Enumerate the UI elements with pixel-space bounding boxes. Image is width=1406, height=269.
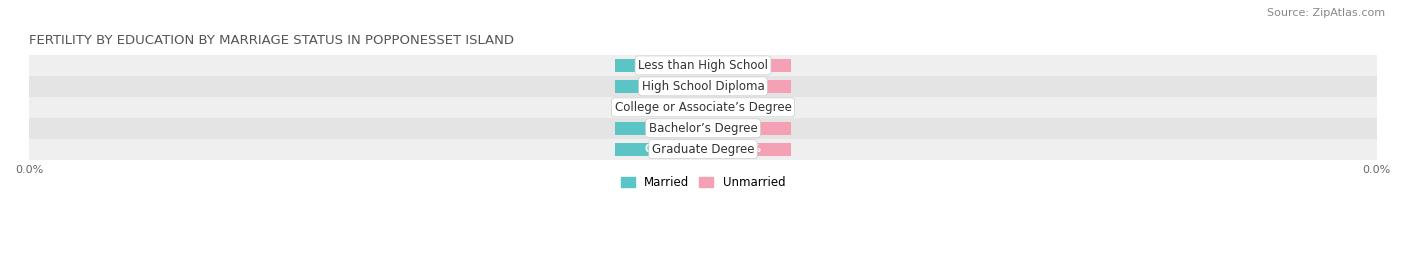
Text: Source: ZipAtlas.com: Source: ZipAtlas.com: [1267, 8, 1385, 18]
Bar: [616, 80, 703, 93]
Bar: [30, 76, 1376, 97]
Text: 0.0%: 0.0%: [733, 144, 761, 154]
Text: FERTILITY BY EDUCATION BY MARRIAGE STATUS IN POPPONESSET ISLAND: FERTILITY BY EDUCATION BY MARRIAGE STATU…: [30, 34, 515, 47]
Bar: [616, 101, 703, 114]
Text: Bachelor’s Degree: Bachelor’s Degree: [648, 122, 758, 135]
Bar: [616, 143, 703, 156]
Text: 0.0%: 0.0%: [645, 61, 673, 70]
Bar: [703, 80, 790, 93]
Text: College or Associate’s Degree: College or Associate’s Degree: [614, 101, 792, 114]
Text: Less than High School: Less than High School: [638, 59, 768, 72]
Bar: [703, 122, 790, 135]
Text: High School Diploma: High School Diploma: [641, 80, 765, 93]
Bar: [30, 118, 1376, 139]
Text: Graduate Degree: Graduate Degree: [652, 143, 754, 156]
Bar: [30, 55, 1376, 76]
Legend: Married, Unmarried: Married, Unmarried: [616, 171, 790, 194]
Text: 0.0%: 0.0%: [733, 102, 761, 112]
Bar: [30, 97, 1376, 118]
Text: 0.0%: 0.0%: [733, 61, 761, 70]
Text: 0.0%: 0.0%: [645, 123, 673, 133]
Text: 0.0%: 0.0%: [733, 123, 761, 133]
Text: 0.0%: 0.0%: [645, 81, 673, 91]
Bar: [616, 59, 703, 72]
Text: 0.0%: 0.0%: [733, 81, 761, 91]
Bar: [30, 139, 1376, 160]
Bar: [616, 122, 703, 135]
Text: 0.0%: 0.0%: [645, 102, 673, 112]
Bar: [703, 143, 790, 156]
Bar: [703, 59, 790, 72]
Bar: [703, 101, 790, 114]
Text: 0.0%: 0.0%: [645, 144, 673, 154]
